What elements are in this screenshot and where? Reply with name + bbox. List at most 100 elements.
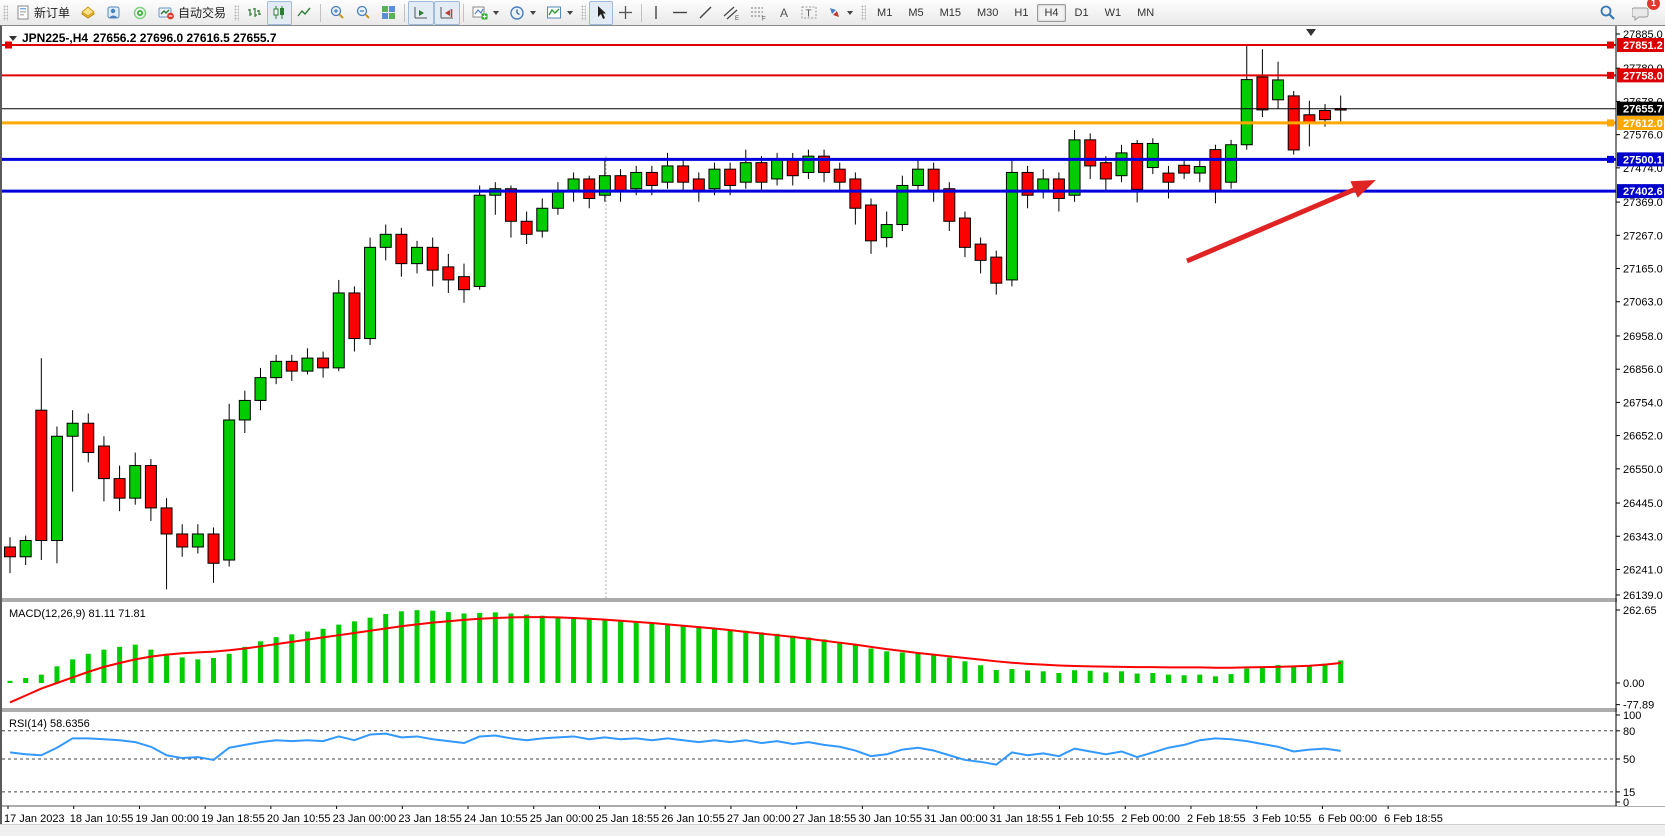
candle-body: [19, 539, 32, 558]
tile-windows-button[interactable]: [376, 1, 401, 25]
trendline-tool-button[interactable]: [693, 1, 718, 25]
macd-histogram-bar: [931, 654, 937, 683]
candle-body: [677, 165, 690, 183]
hline-handle[interactable]: [5, 41, 12, 49]
macd-histogram-bar: [179, 657, 185, 683]
price-tick-label: 26856.0: [1623, 364, 1663, 376]
candle-body: [1319, 110, 1332, 121]
macd-tick-label: 0.00: [1623, 678, 1644, 690]
cursor-tool-button[interactable]: [589, 0, 614, 25]
timeframe-m5-button[interactable]: M5: [908, 6, 924, 19]
candle-body: [1068, 139, 1081, 196]
candle-body: [865, 204, 878, 242]
zoom-out-button[interactable]: [350, 1, 376, 25]
macd-histogram-bar: [148, 649, 154, 683]
timeframe-m30-button[interactable]: M30: [977, 6, 999, 19]
data-window-button[interactable]: [101, 1, 127, 25]
strategy-tester-button[interactable]: [127, 1, 153, 25]
candle-body: [771, 158, 784, 180]
zoom-in-button[interactable]: [324, 1, 350, 25]
macd-histogram-bar: [1150, 672, 1156, 683]
crosshair-tool-button[interactable]: [613, 1, 638, 25]
timeframe-m15-button[interactable]: M15: [939, 6, 961, 19]
timeframe-h4-button[interactable]: H4: [1037, 3, 1066, 22]
rsi-tick-label: 15: [1623, 787, 1635, 799]
macd-histogram-bar: [132, 644, 138, 683]
time-axis-label: 19 Jan 18:55: [201, 813, 265, 824]
autoscroll-button[interactable]: [408, 0, 435, 25]
candle-body: [473, 194, 486, 287]
candle-body: [504, 188, 517, 222]
timeframe-m1-button[interactable]: M1: [877, 6, 893, 19]
timeframe-h1-button[interactable]: H1: [1014, 6, 1029, 19]
trend-arrow[interactable]: [1186, 185, 1359, 264]
notifications-button[interactable]: 1: [1627, 0, 1660, 25]
symbol-dropdown-icon[interactable]: [9, 35, 17, 41]
rsi-tick-label: 80: [1623, 726, 1635, 738]
market-watch-button[interactable]: [75, 1, 101, 25]
chart-title: JPN225-,H4 27656.2 27696.0 27616.5 27655…: [9, 31, 277, 45]
fibonacci-tool-button[interactable]: F: [745, 1, 772, 25]
chart-canvas[interactable]: 27885.027780.027678.027576.027474.027369…: [2, 26, 1665, 824]
candle-body: [1052, 178, 1065, 199]
candle-body: [708, 168, 721, 190]
zoom-out-icon: [356, 5, 370, 19]
candle-body: [426, 246, 439, 271]
hline-tool-button[interactable]: [667, 1, 693, 25]
templates-caret-icon: [567, 10, 574, 15]
macd-histogram-bar: [117, 646, 123, 683]
candle-body: [50, 435, 63, 541]
periods-button[interactable]: [504, 1, 541, 25]
arrows-tool-button[interactable]: [822, 1, 858, 25]
candle-body: [395, 233, 408, 265]
toolbar-grip[interactable]: [234, 4, 240, 21]
line-chart-mode-button[interactable]: [292, 1, 317, 25]
templates-button[interactable]: [541, 1, 578, 25]
timeframe-d1-button[interactable]: D1: [1074, 6, 1089, 19]
label-tool-button[interactable]: T: [796, 1, 822, 25]
line-chart-icon: [297, 7, 311, 17]
vline-tool-button[interactable]: [645, 1, 667, 25]
hline-handle[interactable]: [1607, 71, 1614, 79]
candle-body: [1084, 139, 1097, 167]
macd-histogram-bar: [1259, 666, 1265, 683]
channel-tool-button[interactable]: E: [718, 1, 745, 25]
hline-handle[interactable]: [1607, 155, 1614, 163]
hline-handle[interactable]: [1607, 119, 1614, 127]
autotrade-button[interactable]: 自动交易: [153, 1, 231, 25]
macd-histogram-bar: [665, 624, 671, 683]
trend-arrow-head[interactable]: [1350, 180, 1376, 198]
macd-histogram-bar: [618, 621, 624, 683]
chart-shift-button[interactable]: [434, 0, 461, 25]
new-order-button[interactable]: 新订单: [11, 1, 75, 25]
macd-histogram-bar: [805, 637, 811, 683]
candle-body: [191, 533, 204, 548]
text-tool-button[interactable]: A: [772, 1, 796, 25]
time-axis-label: 25 Jan 18:55: [595, 813, 659, 824]
toolbar-grip[interactable]: [3, 4, 8, 21]
chart-shift-marker-icon[interactable]: [1306, 29, 1316, 36]
timeframe-mn-button[interactable]: MN: [1137, 6, 1155, 19]
macd-histogram-bar: [978, 665, 984, 683]
candle-body: [911, 168, 924, 186]
candle-body: [1099, 162, 1112, 180]
macd-histogram-bar: [1306, 665, 1312, 683]
candle-body: [364, 246, 377, 340]
candlestick-mode-button[interactable]: [267, 0, 293, 25]
candle-body: [35, 409, 48, 541]
toolbar-grip[interactable]: [581, 4, 587, 21]
macd-histogram-bar: [7, 680, 13, 683]
time-axis-label: 23 Jan 18:55: [398, 813, 462, 824]
candle-body: [896, 184, 909, 226]
candle-body: [1240, 79, 1253, 146]
bar-chart-mode-button[interactable]: [242, 1, 267, 25]
new-chart-button[interactable]: [467, 1, 504, 25]
autoscroll-icon: [414, 7, 428, 19]
rsi-line: [9, 732, 1341, 766]
search-button[interactable]: [1594, 1, 1621, 25]
timeframe-w1-button[interactable]: W1: [1104, 6, 1122, 19]
hline-handle[interactable]: [1607, 41, 1614, 49]
candle-body: [238, 399, 251, 421]
toolbar-grip[interactable]: [861, 4, 867, 21]
candle-body: [144, 465, 157, 509]
